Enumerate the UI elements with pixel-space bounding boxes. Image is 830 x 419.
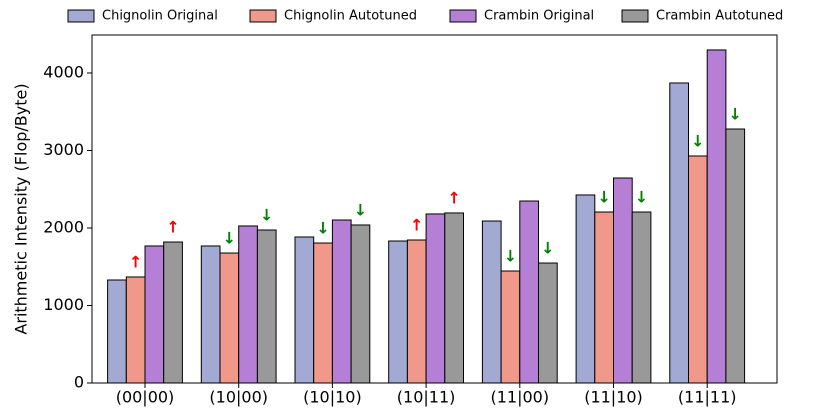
change-arrow: ↓ <box>541 239 554 258</box>
bar <box>163 241 183 384</box>
x-tick-label: (00|00) <box>116 388 175 407</box>
change-arrow: ↓ <box>260 206 273 225</box>
x-tick-label: (11|00) <box>491 388 550 407</box>
bar <box>425 213 446 384</box>
y-axis-label: Arithmetic Intensity (Flop/Byte) <box>12 83 31 334</box>
x-tick-label: (10|10) <box>303 388 362 407</box>
x-tick-label: (11|11) <box>678 388 737 407</box>
bar <box>388 240 408 384</box>
bar <box>313 242 333 384</box>
legend-label: Crambin Original <box>484 9 594 24</box>
bar <box>669 82 689 384</box>
bar <box>144 245 165 384</box>
bar <box>256 229 277 384</box>
change-arrow: ↓ <box>354 200 367 219</box>
bar <box>725 128 746 384</box>
change-arrow: ↓ <box>635 188 648 207</box>
bar <box>107 279 127 384</box>
bar <box>444 212 464 384</box>
change-arrow: ↓ <box>316 219 329 238</box>
bar <box>331 219 352 384</box>
change-arrow: ↑ <box>129 252 142 271</box>
bar <box>594 211 614 384</box>
legend-swatch <box>449 9 477 23</box>
bar <box>575 194 596 384</box>
x-tick-label: (10|11) <box>397 388 456 407</box>
change-arrow: ↓ <box>223 229 236 248</box>
bar <box>481 220 502 384</box>
change-arrow: ↓ <box>597 188 610 207</box>
bar <box>500 270 521 384</box>
bar <box>688 155 708 384</box>
y-tick-label: 3000 <box>43 140 84 159</box>
y-tick-label: 0 <box>74 373 84 392</box>
change-arrow: ↑ <box>166 218 179 237</box>
y-tick-label: 2000 <box>43 217 84 236</box>
bar <box>294 236 315 384</box>
bar <box>406 239 427 384</box>
change-arrow: ↓ <box>504 247 517 266</box>
legend-label: Chignolin Autotuned <box>284 9 417 24</box>
plot-frame <box>91 34 778 384</box>
bar <box>519 200 539 384</box>
bar <box>219 252 240 384</box>
change-arrow: ↑ <box>410 216 423 235</box>
bar <box>200 245 221 384</box>
bar <box>631 211 652 384</box>
bar <box>238 225 258 384</box>
y-tick-label: 1000 <box>43 295 84 314</box>
y-tick-label: 4000 <box>43 62 84 81</box>
legend-label: Crambin Autotuned <box>656 9 783 24</box>
change-arrow: ↓ <box>729 105 742 124</box>
change-arrow: ↓ <box>691 131 704 150</box>
change-arrow: ↑ <box>447 188 460 207</box>
bar <box>538 262 558 384</box>
bar <box>350 224 371 384</box>
legend-swatch <box>67 9 95 23</box>
bar <box>706 49 727 384</box>
bar <box>125 276 146 384</box>
legend-swatch <box>249 9 277 23</box>
x-tick-label: (10|00) <box>209 388 268 407</box>
x-tick-label: (11|10) <box>584 388 643 407</box>
legend-swatch <box>621 9 649 23</box>
legend-label: Chignolin Original <box>102 9 218 24</box>
bar <box>613 177 633 384</box>
